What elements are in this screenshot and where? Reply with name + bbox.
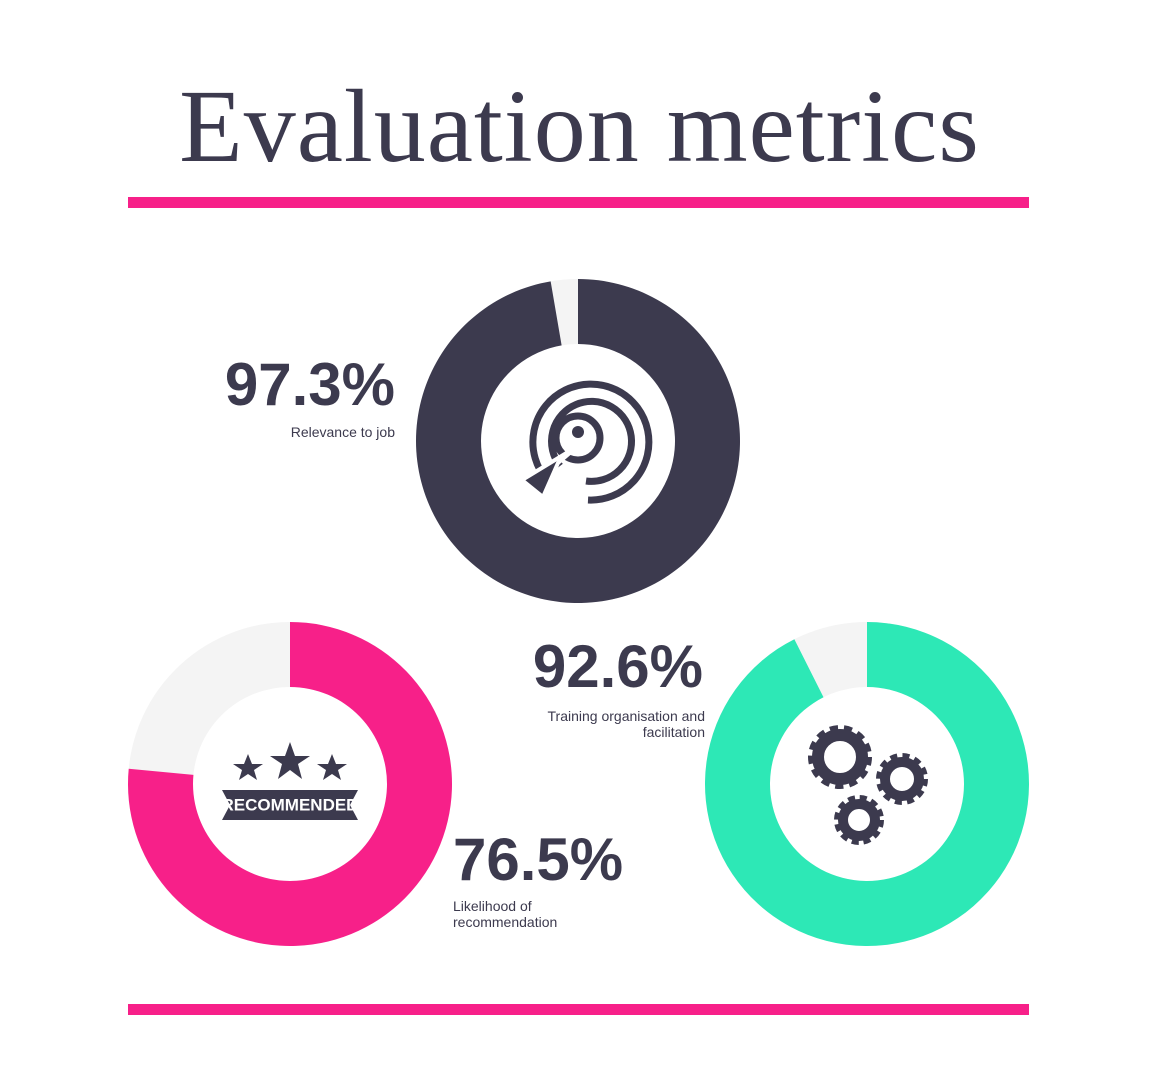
donut-segment <box>128 622 452 947</box>
page-title: Evaluation metrics <box>179 69 980 184</box>
value-label: 92.6% <box>532 633 703 700</box>
category-label: Likelihood of recommendation <box>453 898 558 930</box>
recommend-icon <box>222 742 358 820</box>
category-label: Training organisation and facilitation <box>547 708 705 740</box>
category-label: Relevance to job <box>290 424 395 440</box>
donut-segment <box>415 279 740 603</box>
badge-text: RECOMMENDED <box>222 795 359 814</box>
donut-segment <box>705 622 1029 947</box>
value-label: 97.3% <box>224 351 395 418</box>
bottom-rule <box>128 1004 1029 1015</box>
gears-icon <box>808 725 928 845</box>
top-rule <box>128 197 1029 208</box>
target-icon <box>518 380 653 504</box>
value-label: 76.5% <box>453 826 624 893</box>
